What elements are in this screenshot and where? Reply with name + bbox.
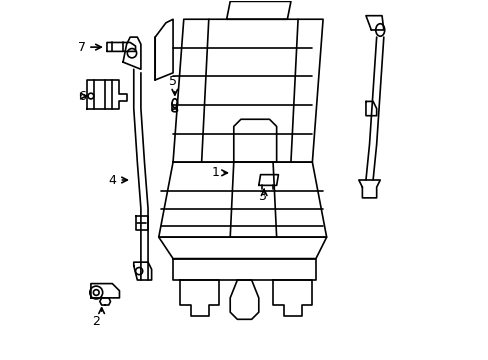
Text: 3: 3 [258, 190, 266, 203]
Text: 1: 1 [212, 166, 220, 179]
Text: 2: 2 [92, 315, 100, 328]
Text: 6: 6 [78, 90, 86, 103]
Text: 5: 5 [169, 75, 177, 88]
Text: 7: 7 [78, 41, 86, 54]
Text: 4: 4 [108, 174, 116, 186]
